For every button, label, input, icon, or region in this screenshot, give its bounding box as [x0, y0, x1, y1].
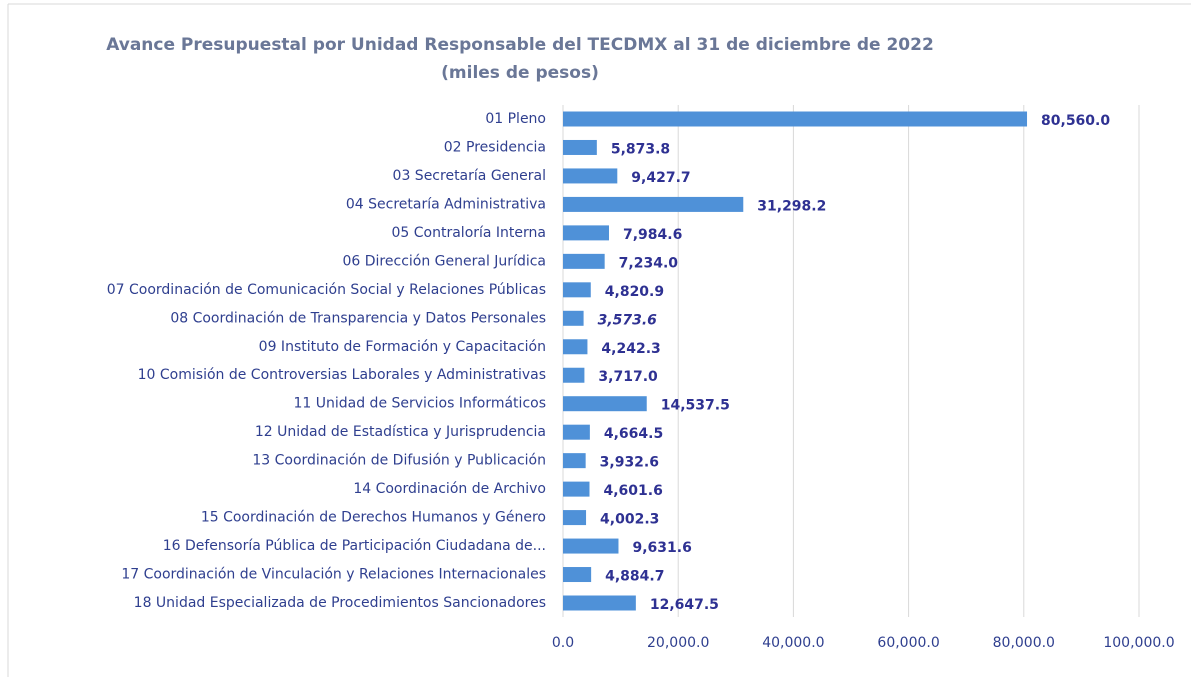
- category-label: 02 Presidencia: [444, 139, 546, 155]
- bar: [563, 111, 1028, 127]
- bar: [563, 510, 587, 526]
- x-tick-label: 40,000.0: [762, 635, 824, 651]
- value-label: 7,984.6: [623, 227, 682, 243]
- bar: [563, 567, 592, 583]
- value-label: 4,601.6: [604, 483, 663, 499]
- value-label: 7,234.0: [619, 255, 679, 271]
- bar: [563, 481, 590, 497]
- category-label: 12 Unidad de Estadística y Jurisprudenci…: [255, 424, 546, 440]
- bar: [563, 595, 636, 611]
- category-label: 16 Defensoría Pública de Participación C…: [163, 538, 546, 554]
- x-tick-label: 100,000.0: [1103, 635, 1174, 651]
- bar: [563, 339, 588, 355]
- x-tick-label: 0.0: [552, 635, 574, 651]
- chart-title: Avance Presupuestal por Unidad Responsab…: [106, 35, 934, 55]
- value-label: 80,560.0: [1041, 113, 1110, 129]
- bar: [563, 538, 619, 554]
- category-label: 15 Coordinación de Derechos Humanos y Gé…: [201, 510, 546, 526]
- value-label: 4,820.9: [605, 284, 664, 300]
- x-tick-label: 60,000.0: [877, 635, 939, 651]
- category-label: 09 Instituto de Formación y Capacitación: [259, 339, 546, 355]
- value-label: 31,298.2: [757, 198, 826, 214]
- bar: [563, 139, 597, 155]
- category-label: 14 Coordinación de Archivo: [353, 481, 546, 497]
- bar: [563, 396, 647, 412]
- bar: [563, 168, 618, 184]
- category-label: 04 Secretaría Administrativa: [346, 196, 546, 212]
- value-label: 14,537.5: [661, 398, 730, 414]
- category-label: 06 Dirección General Jurídica: [343, 253, 547, 269]
- x-tick-label: 20,000.0: [647, 635, 709, 651]
- value-label: 9,427.7: [631, 170, 690, 186]
- value-label: 5,873.8: [611, 141, 670, 157]
- bar: [563, 424, 590, 440]
- category-label: 11 Unidad de Servicios Informáticos: [293, 396, 546, 412]
- value-label: 3,573.6: [598, 312, 658, 328]
- value-label: 3,717.0: [598, 369, 658, 385]
- bar: [563, 310, 584, 326]
- category-label: 10 Comisión de Controversias Laborales y…: [138, 367, 546, 383]
- value-label: 3,932.6: [600, 455, 659, 471]
- category-label: 01 Pleno: [485, 111, 546, 127]
- category-label: 08 Coordinación de Transparencia y Datos…: [170, 310, 546, 326]
- bar: [563, 253, 605, 269]
- category-label: 17 Coordinación de Vinculación y Relacio…: [121, 567, 546, 583]
- bar: [563, 282, 591, 298]
- value-label: 4,884.7: [605, 569, 664, 585]
- bar: [563, 367, 585, 383]
- category-label: 03 Secretaría General: [393, 168, 546, 184]
- category-label: 18 Unidad Especializada de Procedimiento…: [134, 595, 546, 611]
- category-label: 13 Coordinación de Difusión y Publicació…: [252, 453, 546, 469]
- category-label: 07 Coordinación de Comunicación Social y…: [107, 282, 546, 298]
- bar: [563, 225, 609, 241]
- value-label: 4,664.5: [604, 426, 663, 442]
- value-label: 12,647.5: [650, 597, 719, 613]
- value-label: 4,002.3: [600, 512, 659, 528]
- value-label: 4,242.3: [601, 341, 660, 357]
- bar: [563, 453, 586, 469]
- category-label: 05 Contraloría Interna: [392, 225, 547, 241]
- bar: [563, 196, 744, 212]
- chart-subtitle: (miles de pesos): [441, 63, 599, 83]
- x-tick-label: 80,000.0: [993, 635, 1055, 651]
- value-label: 9,631.6: [632, 540, 691, 556]
